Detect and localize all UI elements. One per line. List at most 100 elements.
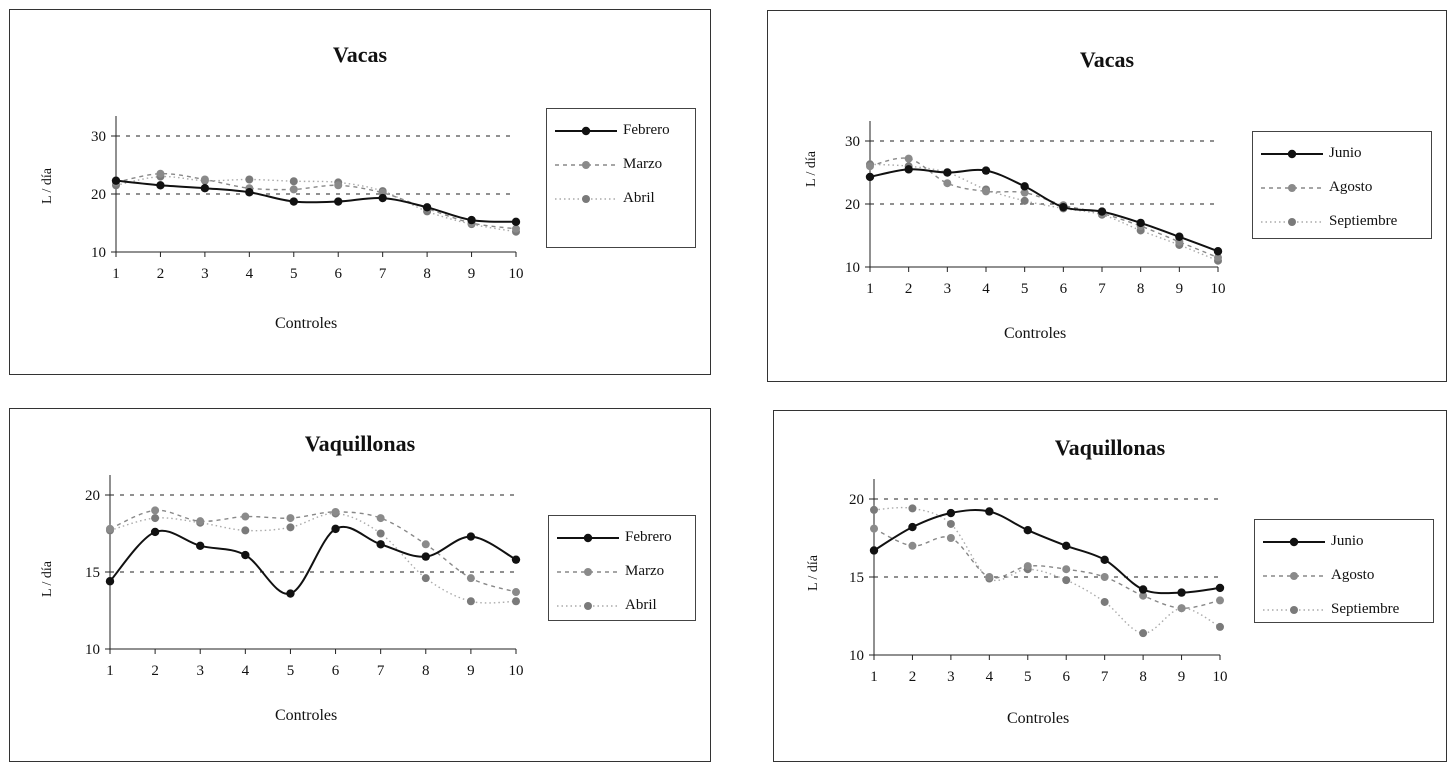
chart-panel-vacas-jun-sep: Vacas 10 20 30 1 2 3 4 5 6 7 8 9 10 L / día Controle…: [767, 10, 1447, 382]
data-point-marzo: [156, 169, 165, 178]
legend: Junio Agosto Septiembre: [1252, 131, 1432, 239]
y-tick-label: 15: [849, 570, 864, 586]
data-point-febrero: [105, 577, 115, 586]
y-tick-label: 30: [845, 134, 860, 150]
y-tick-label: 10: [85, 642, 100, 658]
data-point-febrero: [466, 532, 476, 541]
data-point-febrero: [378, 193, 387, 203]
legend: Febrero Marzo Abril: [548, 515, 696, 621]
legend-swatch: [557, 602, 619, 610]
legend-label: Marzo: [623, 156, 663, 172]
data-point-septiembre: [1139, 629, 1148, 638]
series-line-agosto: [873, 528, 1221, 609]
x-tick-label: 3: [947, 669, 955, 685]
x-tick-label: 9: [1178, 669, 1186, 685]
data-point-marzo: [331, 507, 340, 516]
data-point-febrero: [200, 184, 210, 193]
x-tick-label: 9: [467, 663, 475, 679]
legend-swatch: [1263, 537, 1325, 547]
data-point-junio: [1059, 202, 1068, 212]
legend-item-abril: Abril: [547, 183, 695, 217]
data-point-febrero: [331, 524, 340, 534]
legend-item-septiembre: Septiembre: [1253, 206, 1431, 240]
data-point-marzo: [200, 175, 209, 184]
chart-panel-vacas-feb-abr: Vacas 10 20 30 1 2 3 4 5 6 7 8 9 10 L / día Controle…: [9, 9, 711, 375]
legend-swatch: [1263, 572, 1325, 580]
data-point-junio: [946, 508, 956, 518]
x-axis-label: Controles: [1007, 710, 1070, 727]
x-tick-label: 4: [982, 281, 990, 297]
data-point-febrero: [241, 550, 250, 560]
x-tick-label: 4: [246, 266, 254, 282]
data-point-marzo: [196, 517, 205, 526]
x-tick-label: 2: [157, 266, 165, 282]
data-point-junio: [1213, 247, 1223, 256]
data-point-agosto: [1023, 562, 1032, 571]
data-point-marzo: [151, 506, 160, 515]
legend-label: Junio: [1331, 533, 1364, 549]
data-point-abril: [421, 574, 430, 583]
x-axis-label: Controles: [275, 315, 338, 332]
legend: Junio Agosto Septiembre: [1254, 519, 1434, 623]
data-point-febrero: [421, 552, 430, 561]
x-tick-label: 1: [112, 266, 120, 282]
chart-title: Vacas: [332, 42, 388, 67]
data-point-febrero: [511, 217, 521, 227]
legend-swatch: [557, 568, 619, 576]
legend-swatch: [555, 126, 617, 136]
x-tick-label: 9: [468, 266, 476, 282]
data-point-febrero: [156, 181, 165, 190]
data-point-abril: [512, 597, 520, 606]
series-line-marzo: [109, 509, 517, 593]
data-point-abril: [376, 529, 385, 538]
legend-item-junio: Junio: [1253, 138, 1431, 172]
legend-swatch: [1261, 184, 1323, 192]
x-tick-label: 8: [1139, 669, 1147, 685]
legend-label: Marzo: [625, 563, 665, 579]
data-point-febrero: [289, 197, 298, 206]
chart-plot: 10 20 30 1 2 3 4 5 6 7 8 9 10: [91, 116, 524, 282]
y-tick-label: 20: [845, 197, 860, 213]
x-tick-label: 8: [422, 663, 430, 679]
legend-label: Abril: [625, 597, 657, 613]
data-point-junio: [865, 172, 875, 182]
data-point-agosto: [866, 162, 874, 171]
x-tick-label: 2: [151, 663, 159, 679]
data-point-marzo: [334, 181, 343, 190]
x-tick-label: 5: [1024, 669, 1032, 685]
x-tick-label: 2: [909, 669, 917, 685]
series-line-junio: [869, 168, 1219, 253]
series-line-agosto: [869, 157, 1219, 259]
legend-swatch: [1261, 149, 1323, 159]
data-point-marzo: [466, 574, 475, 583]
data-point-junio: [1138, 585, 1148, 594]
y-tick-label: 20: [91, 187, 106, 203]
x-tick-label: 7: [379, 266, 387, 282]
x-tick-label: 1: [866, 281, 874, 297]
data-point-junio: [981, 166, 991, 175]
chart-title: Vaquillonas: [1054, 435, 1166, 460]
data-point-junio: [1175, 232, 1184, 241]
data-point-agosto: [1177, 604, 1186, 613]
data-point-abril: [151, 514, 160, 523]
x-tick-label: 3: [196, 663, 204, 679]
data-point-marzo: [241, 512, 250, 521]
data-point-junio: [1100, 555, 1109, 565]
data-point-febrero: [245, 188, 254, 197]
legend-swatch: [1263, 606, 1325, 614]
data-point-junio: [1177, 588, 1186, 597]
data-point-agosto: [1020, 188, 1029, 197]
data-point-septiembre: [870, 505, 878, 514]
data-point-junio: [1023, 526, 1032, 535]
legend-label: Abril: [623, 190, 655, 206]
series-line-marzo: [115, 172, 517, 230]
x-tick-label: 1: [870, 669, 878, 685]
data-point-septiembre: [1216, 622, 1224, 631]
data-point-agosto: [1062, 565, 1071, 574]
data-point-septiembre: [908, 504, 917, 513]
x-tick-label: 3: [944, 281, 952, 297]
y-tick-label: 10: [91, 245, 106, 261]
data-point-junio: [1062, 541, 1071, 550]
legend-item-junio: Junio: [1255, 526, 1433, 560]
legend-item-agosto: Agosto: [1253, 172, 1431, 206]
